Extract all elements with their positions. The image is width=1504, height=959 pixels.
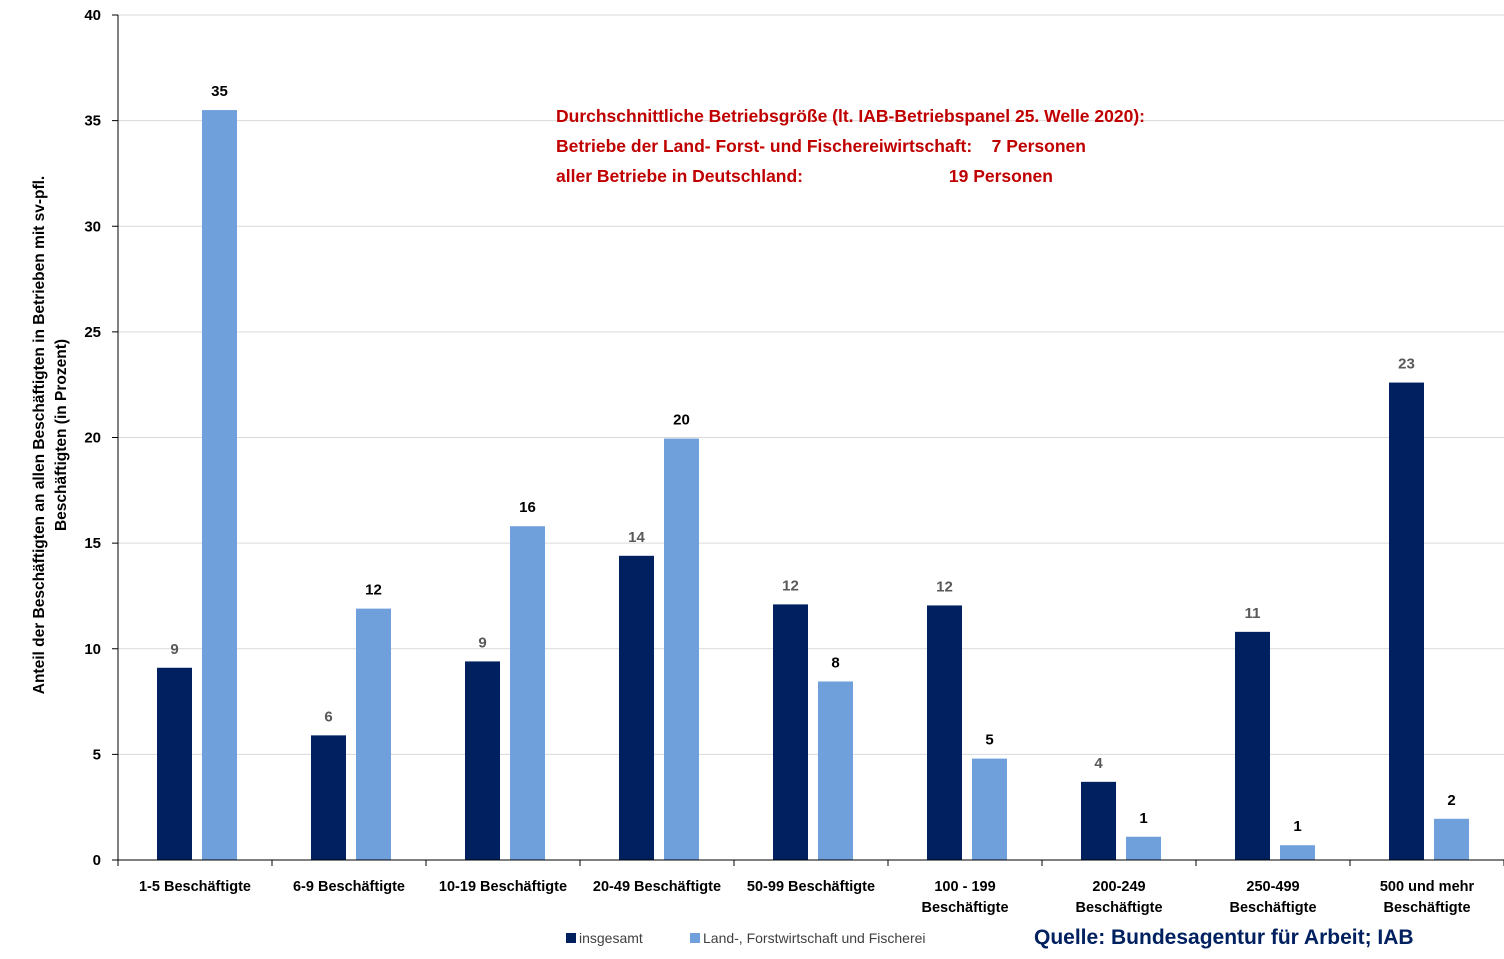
- y-tick-label: 5: [93, 746, 101, 763]
- data-label: 23: [1398, 356, 1415, 373]
- data-label: 14: [628, 529, 645, 546]
- bar-land-forst: [202, 110, 237, 860]
- legend-label-insgesamt: insgesamt: [579, 930, 643, 946]
- data-label: 16: [519, 499, 536, 516]
- x-tick-label: 20-49 Beschäftigte: [593, 879, 721, 895]
- bar-land-forst: [818, 681, 853, 860]
- y-tick-label: 30: [84, 218, 101, 235]
- data-label: 5: [985, 732, 993, 749]
- x-tick-label: 250-499: [1246, 879, 1299, 895]
- data-label: 9: [170, 641, 178, 658]
- data-label: 1: [1293, 818, 1301, 835]
- data-label: 9: [478, 634, 486, 651]
- bar-insgesamt: [1081, 781, 1116, 860]
- x-tick-labels: 1-5 Beschäftigte 6-9 Beschäftigte 10-19 Be…: [139, 879, 1475, 916]
- gridlines: [112, 14, 1504, 861]
- bar-land-forst: [1280, 845, 1315, 860]
- source-note: Quelle: Bundesagentur für Arbeit; IAB: [1034, 926, 1414, 949]
- x-tick-label: 1-5 Beschäftigte: [139, 879, 251, 895]
- x-tick-label: 6-9 Beschäftigte: [293, 879, 405, 895]
- y-tick-label: 40: [84, 7, 101, 24]
- x-tick-label: Beschäftigte: [1383, 900, 1470, 916]
- x-tick-label: Beschäftigte: [921, 900, 1008, 916]
- y-tick-label: 0: [93, 852, 101, 869]
- bar-insgesamt: [1389, 382, 1424, 860]
- bar-insgesamt: [773, 604, 808, 860]
- bar-insgesamt: [927, 605, 962, 860]
- bar-insgesamt: [465, 661, 500, 860]
- y-tick-label: 25: [84, 324, 101, 341]
- data-label: 4: [1094, 755, 1103, 772]
- annotation-line-1: Durchschnittliche Betriebsgröße (lt. IAB…: [556, 106, 1145, 126]
- legend-item-insgesamt: insgesamt: [566, 930, 643, 946]
- bar-land-forst: [356, 608, 391, 860]
- data-label: 6: [324, 708, 332, 725]
- data-label: 20: [673, 412, 690, 429]
- x-tick-label: Beschäftigte: [1229, 900, 1316, 916]
- y-axis-label-line-1: Anteil der Beschäftigten an allen Beschä…: [31, 176, 48, 695]
- legend-item-land-forst: Land-, Forstwirtschaft und Fischerei: [690, 930, 926, 946]
- x-tick-label: 50-99 Beschäftigte: [747, 879, 875, 895]
- y-tick-label: 20: [84, 430, 101, 447]
- x-tick-label: Beschäftigte: [1075, 900, 1162, 916]
- x-tick-label: 10-19 Beschäftigte: [439, 879, 567, 895]
- bar-land-forst: [972, 758, 1007, 860]
- y-tick-labels: 0 5 10 15 20 25 30 35 40: [84, 7, 101, 869]
- legend-label-land-forst: Land-, Forstwirtschaft und Fischerei: [703, 930, 926, 946]
- axes: [117, 15, 1504, 866]
- bars: [157, 110, 1469, 860]
- bar-land-forst: [1434, 818, 1469, 860]
- annotation-line-3: aller Betriebe in Deutschland: 19 Person…: [556, 166, 1053, 186]
- data-label: 35: [211, 83, 228, 100]
- data-label: 12: [936, 578, 953, 595]
- bar-land-forst: [664, 438, 699, 860]
- bar-insgesamt: [619, 555, 654, 860]
- bar-insgesamt: [1235, 631, 1270, 860]
- bar-insgesamt: [157, 667, 192, 860]
- data-label: 8: [831, 654, 839, 671]
- bar-land-forst: [1126, 836, 1161, 860]
- data-label: 1: [1139, 810, 1147, 827]
- data-label: 12: [782, 577, 799, 594]
- y-axis-label-line-2: Beschäftigten (in Prozent): [53, 339, 70, 531]
- y-tick-label: 15: [84, 535, 101, 552]
- bar-insgesamt: [311, 735, 346, 860]
- data-label: 11: [1245, 605, 1261, 622]
- y-tick-label: 35: [84, 113, 101, 130]
- data-label: 2: [1447, 792, 1455, 809]
- legend-swatch-insgesamt: [566, 933, 576, 943]
- bar-land-forst: [510, 526, 545, 860]
- legend-swatch-land-forst: [690, 933, 700, 943]
- x-tick-label: 500 und mehr: [1380, 879, 1475, 895]
- annotation-line-2: Betriebe der Land- Forst- und Fischereiw…: [556, 136, 1086, 156]
- x-tick-label: 100 - 199: [934, 879, 995, 895]
- data-label: 12: [365, 582, 382, 599]
- x-tick-label: 200-249: [1092, 879, 1145, 895]
- y-tick-label: 10: [84, 641, 101, 658]
